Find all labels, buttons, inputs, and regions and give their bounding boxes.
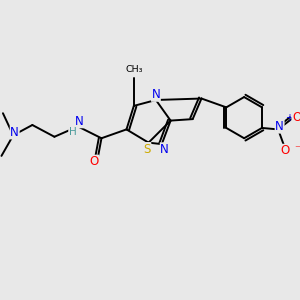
Text: O: O (89, 155, 99, 168)
Text: H: H (69, 127, 76, 137)
Text: S: S (143, 142, 151, 156)
Text: +: + (285, 113, 293, 123)
Text: O: O (281, 144, 290, 158)
Text: ⁻: ⁻ (294, 144, 300, 154)
Text: N: N (75, 115, 84, 128)
Text: CH₃: CH₃ (125, 65, 142, 74)
Text: N: N (10, 126, 19, 139)
Text: N: N (160, 143, 169, 156)
Text: O: O (292, 111, 300, 124)
Text: N: N (275, 120, 284, 133)
Text: N: N (152, 88, 160, 101)
